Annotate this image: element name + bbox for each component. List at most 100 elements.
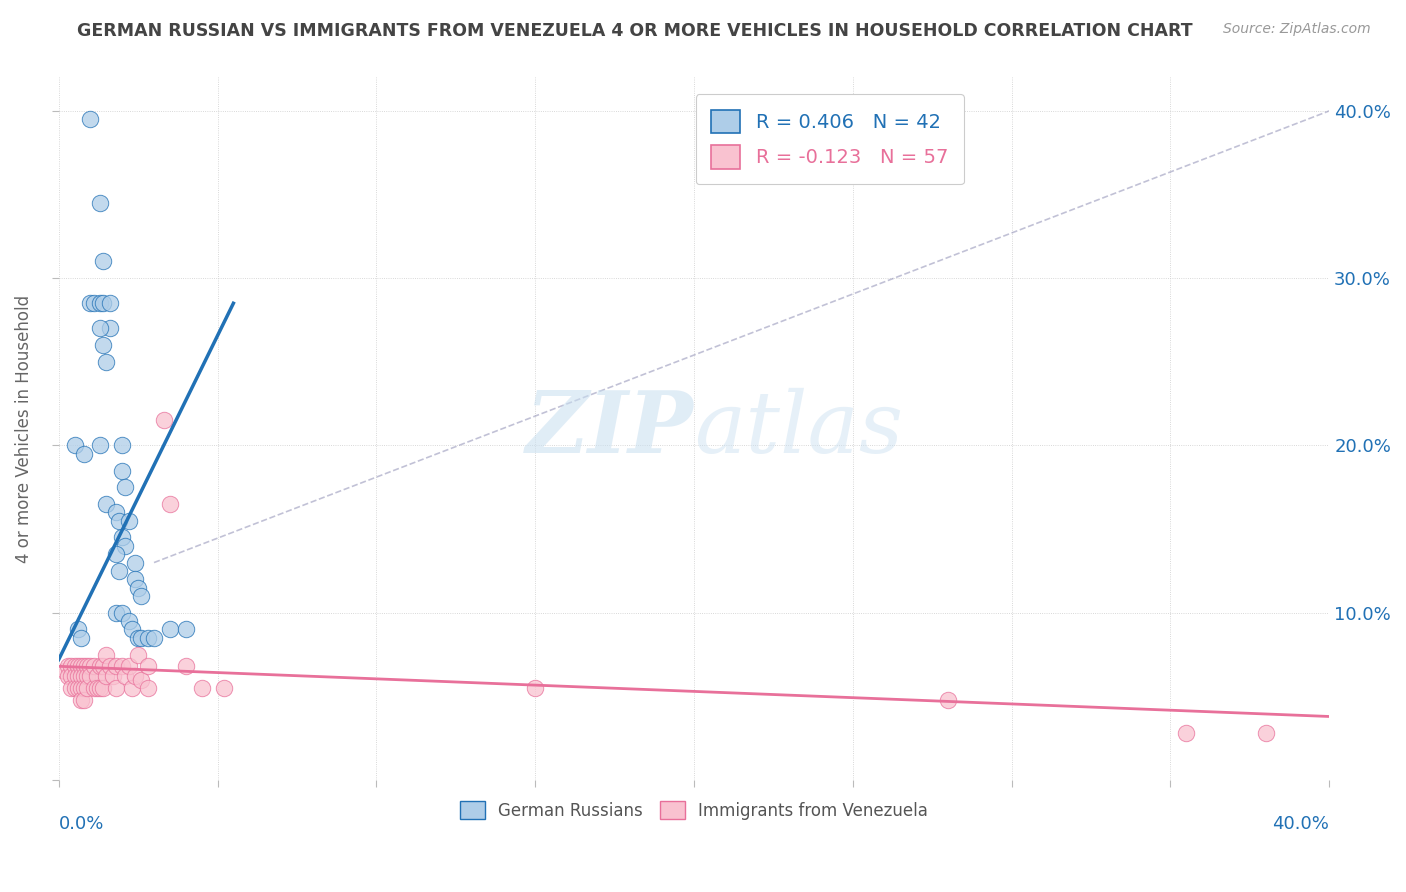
Point — [212, 681, 235, 695]
Point — [73, 692, 96, 706]
Point — [159, 623, 181, 637]
Point — [89, 438, 111, 452]
Text: 40.0%: 40.0% — [1272, 815, 1329, 833]
Point — [66, 623, 89, 637]
Point — [63, 681, 86, 695]
Point — [101, 669, 124, 683]
Point — [129, 589, 152, 603]
Text: atlas: atlas — [695, 387, 903, 470]
Point — [524, 681, 547, 695]
Point — [108, 564, 131, 578]
Point — [114, 539, 136, 553]
Point — [91, 681, 114, 695]
Point — [159, 497, 181, 511]
Point — [66, 681, 89, 695]
Point — [89, 296, 111, 310]
Point — [117, 659, 139, 673]
Point — [127, 648, 149, 662]
Point — [63, 659, 86, 673]
Point — [91, 659, 114, 673]
Point — [104, 505, 127, 519]
Point — [152, 413, 174, 427]
Point — [66, 669, 89, 683]
Point — [117, 514, 139, 528]
Point — [111, 606, 134, 620]
Point — [83, 681, 105, 695]
Point — [66, 659, 89, 673]
Legend: German Russians, Immigrants from Venezuela: German Russians, Immigrants from Venezue… — [451, 793, 936, 828]
Point — [136, 681, 159, 695]
Text: ZIP: ZIP — [526, 387, 695, 470]
Point — [70, 659, 93, 673]
Point — [117, 614, 139, 628]
Point — [104, 681, 127, 695]
Point — [86, 681, 108, 695]
Point — [89, 195, 111, 210]
Point — [86, 669, 108, 683]
Text: Source: ZipAtlas.com: Source: ZipAtlas.com — [1223, 22, 1371, 37]
Point — [70, 631, 93, 645]
Point — [104, 547, 127, 561]
Point — [129, 631, 152, 645]
Point — [127, 631, 149, 645]
Point — [111, 659, 134, 673]
Point — [89, 321, 111, 335]
Point — [111, 464, 134, 478]
Point — [111, 438, 134, 452]
Point — [127, 581, 149, 595]
Point — [76, 669, 98, 683]
Point — [58, 659, 80, 673]
Point — [63, 438, 86, 452]
Point — [96, 497, 118, 511]
Point — [60, 669, 83, 683]
Point — [60, 681, 83, 695]
Point — [121, 681, 143, 695]
Point — [63, 669, 86, 683]
Point — [129, 673, 152, 687]
Point — [79, 659, 101, 673]
Point — [91, 338, 114, 352]
Point — [96, 669, 118, 683]
Point — [1254, 726, 1277, 740]
Point — [83, 296, 105, 310]
Point — [936, 692, 959, 706]
Point — [104, 659, 127, 673]
Point — [114, 669, 136, 683]
Point — [174, 659, 197, 673]
Point — [98, 321, 121, 335]
Point — [91, 254, 114, 268]
Point — [124, 572, 146, 586]
Point — [136, 659, 159, 673]
Point — [96, 648, 118, 662]
Point — [76, 681, 98, 695]
Point — [79, 112, 101, 127]
Point — [79, 296, 101, 310]
Point — [190, 681, 212, 695]
Point — [89, 659, 111, 673]
Text: 0.0%: 0.0% — [59, 815, 104, 833]
Text: GERMAN RUSSIAN VS IMMIGRANTS FROM VENEZUELA 4 OR MORE VEHICLES IN HOUSEHOLD CORR: GERMAN RUSSIAN VS IMMIGRANTS FROM VENEZU… — [77, 22, 1192, 40]
Point — [60, 659, 83, 673]
Point — [73, 681, 96, 695]
Point — [83, 659, 105, 673]
Point — [53, 665, 76, 679]
Point — [70, 681, 93, 695]
Point — [98, 659, 121, 673]
Point — [124, 556, 146, 570]
Point — [104, 606, 127, 620]
Point — [111, 531, 134, 545]
Point — [114, 480, 136, 494]
Point — [108, 514, 131, 528]
Point — [79, 669, 101, 683]
Point — [174, 623, 197, 637]
Point — [136, 631, 159, 645]
Point — [143, 631, 166, 645]
Point — [96, 355, 118, 369]
Point — [89, 681, 111, 695]
Point — [73, 447, 96, 461]
Point — [73, 659, 96, 673]
Point — [70, 669, 93, 683]
Point — [121, 623, 143, 637]
Point — [91, 296, 114, 310]
Point — [58, 669, 80, 683]
